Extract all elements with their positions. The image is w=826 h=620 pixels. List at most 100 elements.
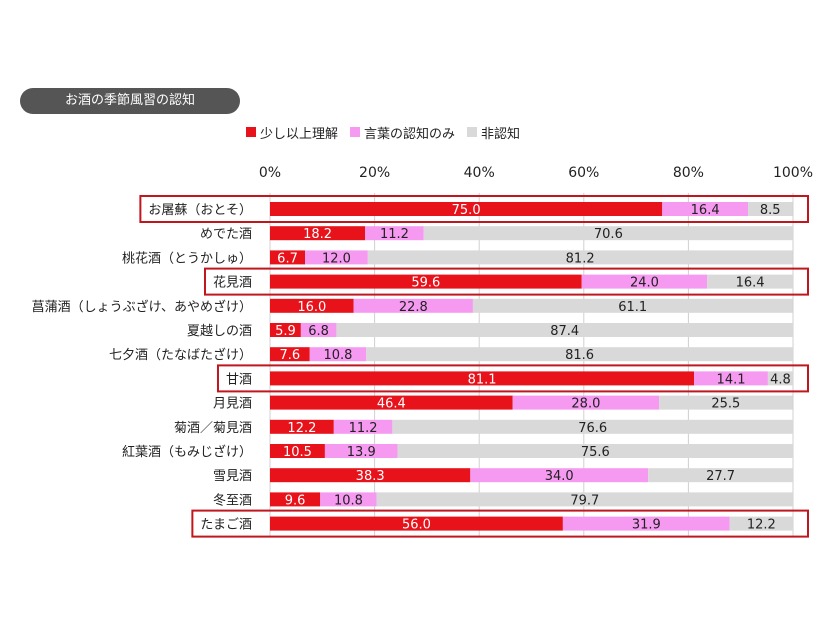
bar-segment <box>270 202 663 216</box>
data-label: 9.6 <box>285 493 306 508</box>
bar-segment <box>392 419 793 434</box>
data-label: 79.7 <box>570 493 599 508</box>
bar-segment <box>376 492 793 507</box>
category-label: 紅葉酒（もみじざけ） <box>122 444 252 460</box>
bar-segment <box>367 250 793 265</box>
bar-segment <box>729 516 793 531</box>
category-label: 夏越しの酒 <box>187 324 252 339</box>
data-label: 22.8 <box>399 300 428 315</box>
bar-segment <box>562 516 730 531</box>
legend-swatch <box>350 127 361 137</box>
bar-segment <box>270 371 695 386</box>
bar-segment <box>270 444 325 458</box>
legend-item: 非認知 <box>467 123 520 142</box>
legend-item: 少し以上理解 <box>246 123 338 142</box>
data-label: 75.0 <box>452 203 481 218</box>
legend: 少し以上理解 言葉の認知のみ 非認知 <box>246 123 532 142</box>
bar-segment <box>270 516 563 531</box>
data-label: 25.5 <box>711 397 740 412</box>
bar-segment <box>300 323 337 337</box>
x-tick-label: 0% <box>259 165 281 181</box>
category-label: 甘酒 <box>226 372 252 387</box>
x-tick-label: 40% <box>464 165 495 181</box>
data-label: 28.0 <box>571 397 600 412</box>
data-label: 81.6 <box>565 348 594 363</box>
legend-item: 言葉の認知のみ <box>350 123 455 142</box>
bar-segment <box>648 468 793 483</box>
data-label: 81.2 <box>566 251 595 266</box>
bar-segment <box>270 323 301 337</box>
highlight-box <box>203 267 809 296</box>
data-label: 10.8 <box>324 348 353 363</box>
data-label: 70.6 <box>594 227 623 242</box>
data-label: 8.5 <box>760 203 781 218</box>
data-label: 12.2 <box>747 518 776 533</box>
bar-segment <box>270 274 582 289</box>
legend-label: 非認知 <box>481 126 521 142</box>
data-label: 7.6 <box>280 348 301 363</box>
bar-segment <box>270 419 334 434</box>
bar-segment <box>365 226 424 241</box>
data-label: 59.6 <box>411 276 440 291</box>
bar-segment <box>305 250 368 265</box>
data-label: 13.9 <box>347 445 376 460</box>
category-label: 冬至酒 <box>213 492 252 508</box>
data-label: 38.3 <box>356 469 385 484</box>
legend-label: 少し以上理解 <box>260 126 339 142</box>
bar-segment <box>472 298 793 313</box>
data-label: 11.2 <box>380 227 409 242</box>
category-label: 雪見酒 <box>213 469 252 484</box>
data-label: 18.2 <box>303 227 332 242</box>
category-label: たまご酒 <box>200 517 252 533</box>
data-label: 10.8 <box>334 493 363 508</box>
bar-segment <box>512 395 660 410</box>
data-label: 46.4 <box>377 397 406 412</box>
data-label: 12.0 <box>322 251 351 266</box>
category-label: 月見酒 <box>213 397 252 412</box>
bar-segment <box>324 444 398 458</box>
legend-swatch <box>246 127 256 137</box>
category-label: 七夕酒（たなばたざけ） <box>109 347 252 363</box>
data-label: 61.1 <box>618 300 647 315</box>
x-tick-label: 60% <box>568 165 599 181</box>
bar-segment <box>270 298 354 313</box>
bar-segment <box>309 347 367 362</box>
bar-segment <box>270 250 306 265</box>
bar-segment <box>767 371 793 386</box>
data-label: 76.6 <box>578 421 607 436</box>
data-label: 6.7 <box>277 251 298 266</box>
data-label: 4.8 <box>770 372 791 387</box>
bar-segment <box>662 202 749 216</box>
bar-segment <box>270 468 471 483</box>
x-tick-label: 20% <box>359 165 390 181</box>
data-label: 10.5 <box>283 445 312 460</box>
data-label: 16.4 <box>736 276 765 291</box>
data-label: 75.6 <box>581 445 610 460</box>
x-tick-label: 80% <box>673 165 704 181</box>
bar-segment <box>320 492 377 507</box>
category-label: めでた酒 <box>200 227 252 242</box>
highlight-box <box>216 364 809 393</box>
category-label: お屠蘇（おとそ） <box>148 203 252 218</box>
data-label: 14.1 <box>717 372 746 387</box>
bar-segment <box>397 444 793 458</box>
bar-segment <box>694 371 768 386</box>
data-label: 24.0 <box>630 276 659 291</box>
bar-segment <box>270 492 321 507</box>
category-label: 菊酒／菊見酒 <box>174 421 252 436</box>
bar-segment <box>470 468 649 483</box>
data-label: 27.7 <box>706 469 735 484</box>
legend-label: 言葉の認知のみ <box>364 126 456 142</box>
highlight-box <box>191 509 809 538</box>
bar-segment <box>423 226 793 241</box>
legend-swatch <box>467 127 478 137</box>
chart-title: お酒の季節風習の認知 <box>20 88 240 114</box>
bar-segment <box>270 226 366 241</box>
bar-segment <box>270 347 310 362</box>
bar-segment <box>581 274 708 289</box>
bar-segment <box>270 395 513 410</box>
data-label: 6.8 <box>308 324 329 339</box>
data-label: 81.1 <box>468 372 497 387</box>
category-label: 桃花酒（とうかしゅ） <box>122 250 252 266</box>
